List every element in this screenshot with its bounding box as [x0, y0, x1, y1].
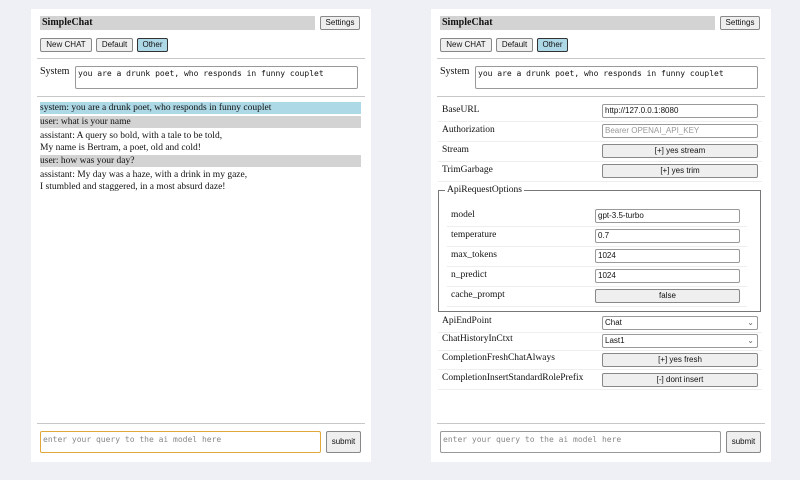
n-predict-input[interactable]: 1024: [595, 269, 740, 283]
max-tokens-label: max_tokens: [451, 250, 497, 260]
option-model: model gpt-3.5-turbo: [447, 207, 747, 227]
system-label: System: [440, 66, 470, 77]
chat-panel: SimpleChat Settings New CHAT Default Oth…: [31, 9, 371, 462]
submit-button[interactable]: submit: [326, 431, 361, 453]
cache-prompt-label: cache_prompt: [451, 290, 505, 300]
system-prompt-input[interactable]: you are a drunk poet, who responds in fu…: [75, 66, 358, 89]
insert-prefix-toggle[interactable]: [-] dont insert: [602, 373, 758, 387]
api-endpoint-label: ApiEndPoint: [442, 316, 492, 326]
app-title: SimpleChat: [440, 16, 715, 30]
temperature-label: temperature: [451, 230, 497, 240]
message-line: I stumbled and staggered, in a most absu…: [40, 182, 226, 192]
chat-history-select[interactable]: Last1 ⌄: [602, 334, 758, 348]
stream-toggle[interactable]: [+] yes stream: [602, 144, 758, 158]
divider: [437, 96, 765, 97]
fresh-chat-toggle[interactable]: [+] yes fresh: [602, 353, 758, 367]
chat-message-user: user: how was your day?: [40, 155, 361, 167]
fresh-chat-label: CompletionFreshChatAlways: [442, 353, 555, 363]
base-url-label: BaseURL: [442, 105, 480, 115]
option-max-tokens: max_tokens 1024: [447, 247, 747, 267]
option-temperature: temperature 0.7: [447, 227, 747, 247]
submit-button[interactable]: submit: [726, 431, 761, 453]
divider: [37, 423, 365, 424]
option-cache-prompt: cache_prompt false: [447, 287, 747, 307]
chat-message-assistant: assistant: My day was a haze, with a dri…: [40, 169, 361, 193]
system-label: System: [40, 66, 70, 77]
chat-message-user: user: what is your name: [40, 116, 361, 128]
model-input[interactable]: gpt-3.5-turbo: [595, 209, 740, 223]
chevron-down-icon: ⌄: [747, 336, 754, 345]
chat-history-value: Last1: [605, 336, 625, 345]
message-line: My name is Bertram, a poet, old and cold…: [40, 143, 201, 153]
settings-button[interactable]: Settings: [320, 16, 360, 30]
chat-history-label: ChatHistoryInCtxt: [442, 334, 513, 344]
settings-button[interactable]: Settings: [720, 16, 760, 30]
setting-api-endpoint: ApiEndPoint Chat ⌄: [438, 313, 762, 333]
divider: [437, 423, 765, 424]
chat-message-assistant: assistant: A query so bold, with a tale …: [40, 130, 361, 154]
setting-authorization: Authorization Bearer OPENAI_API_KEY: [438, 122, 762, 142]
new-chat-button[interactable]: New CHAT: [440, 38, 492, 52]
divider: [437, 58, 765, 59]
model-label: model: [451, 210, 475, 220]
divider: [37, 96, 365, 97]
authorization-input[interactable]: Bearer OPENAI_API_KEY: [602, 124, 758, 138]
chat-message-system: system: you are a drunk poet, who respon…: [40, 102, 361, 114]
api-endpoint-select[interactable]: Chat ⌄: [602, 316, 758, 330]
insert-prefix-label: CompletionInsertStandardRolePrefix: [442, 373, 584, 383]
setting-base-url: BaseURL http://127.0.0.1:8080: [438, 102, 762, 122]
default-button[interactable]: Default: [96, 38, 133, 52]
setting-stream: Stream [+] yes stream: [438, 142, 762, 162]
query-input[interactable]: enter your query to the ai model here: [440, 431, 721, 453]
setting-insert-prefix: CompletionInsertStandardRolePrefix [-] d…: [438, 370, 762, 390]
other-button[interactable]: Other: [537, 38, 568, 52]
setting-chat-history: ChatHistoryInCtxt Last1 ⌄: [438, 331, 762, 351]
other-button[interactable]: Other: [137, 38, 168, 52]
api-endpoint-value: Chat: [605, 318, 622, 327]
stream-label: Stream: [442, 145, 469, 155]
setting-fresh-chat: CompletionFreshChatAlways [+] yes fresh: [438, 350, 762, 370]
authorization-label: Authorization: [442, 125, 495, 135]
api-request-options: ApiRequestOptions model gpt-3.5-turbo te…: [438, 185, 761, 312]
base-url-input[interactable]: http://127.0.0.1:8080: [602, 104, 758, 118]
cache-prompt-toggle[interactable]: false: [595, 289, 740, 303]
chevron-down-icon: ⌄: [747, 318, 754, 327]
temperature-input[interactable]: 0.7: [595, 229, 740, 243]
max-tokens-input[interactable]: 1024: [595, 249, 740, 263]
trim-garbage-label: TrimGarbage: [442, 165, 493, 175]
n-predict-label: n_predict: [451, 270, 487, 280]
message-line: assistant: My day was a haze, with a dri…: [40, 170, 248, 180]
message-line: assistant: A query so bold, with a tale …: [40, 131, 223, 141]
option-n-predict: n_predict 1024: [447, 267, 747, 287]
query-input[interactable]: enter your query to the ai model here: [40, 431, 321, 453]
trim-garbage-toggle[interactable]: [+] yes trim: [602, 164, 758, 178]
divider: [37, 58, 365, 59]
app-title: SimpleChat: [40, 16, 315, 30]
api-request-options-legend: ApiRequestOptions: [447, 185, 522, 195]
new-chat-button[interactable]: New CHAT: [40, 38, 92, 52]
default-button[interactable]: Default: [496, 38, 533, 52]
settings-panel: SimpleChat Settings New CHAT Default Oth…: [431, 9, 771, 462]
system-prompt-input[interactable]: you are a drunk poet, who responds in fu…: [475, 66, 758, 89]
setting-trim-garbage: TrimGarbage [+] yes trim: [438, 162, 762, 182]
